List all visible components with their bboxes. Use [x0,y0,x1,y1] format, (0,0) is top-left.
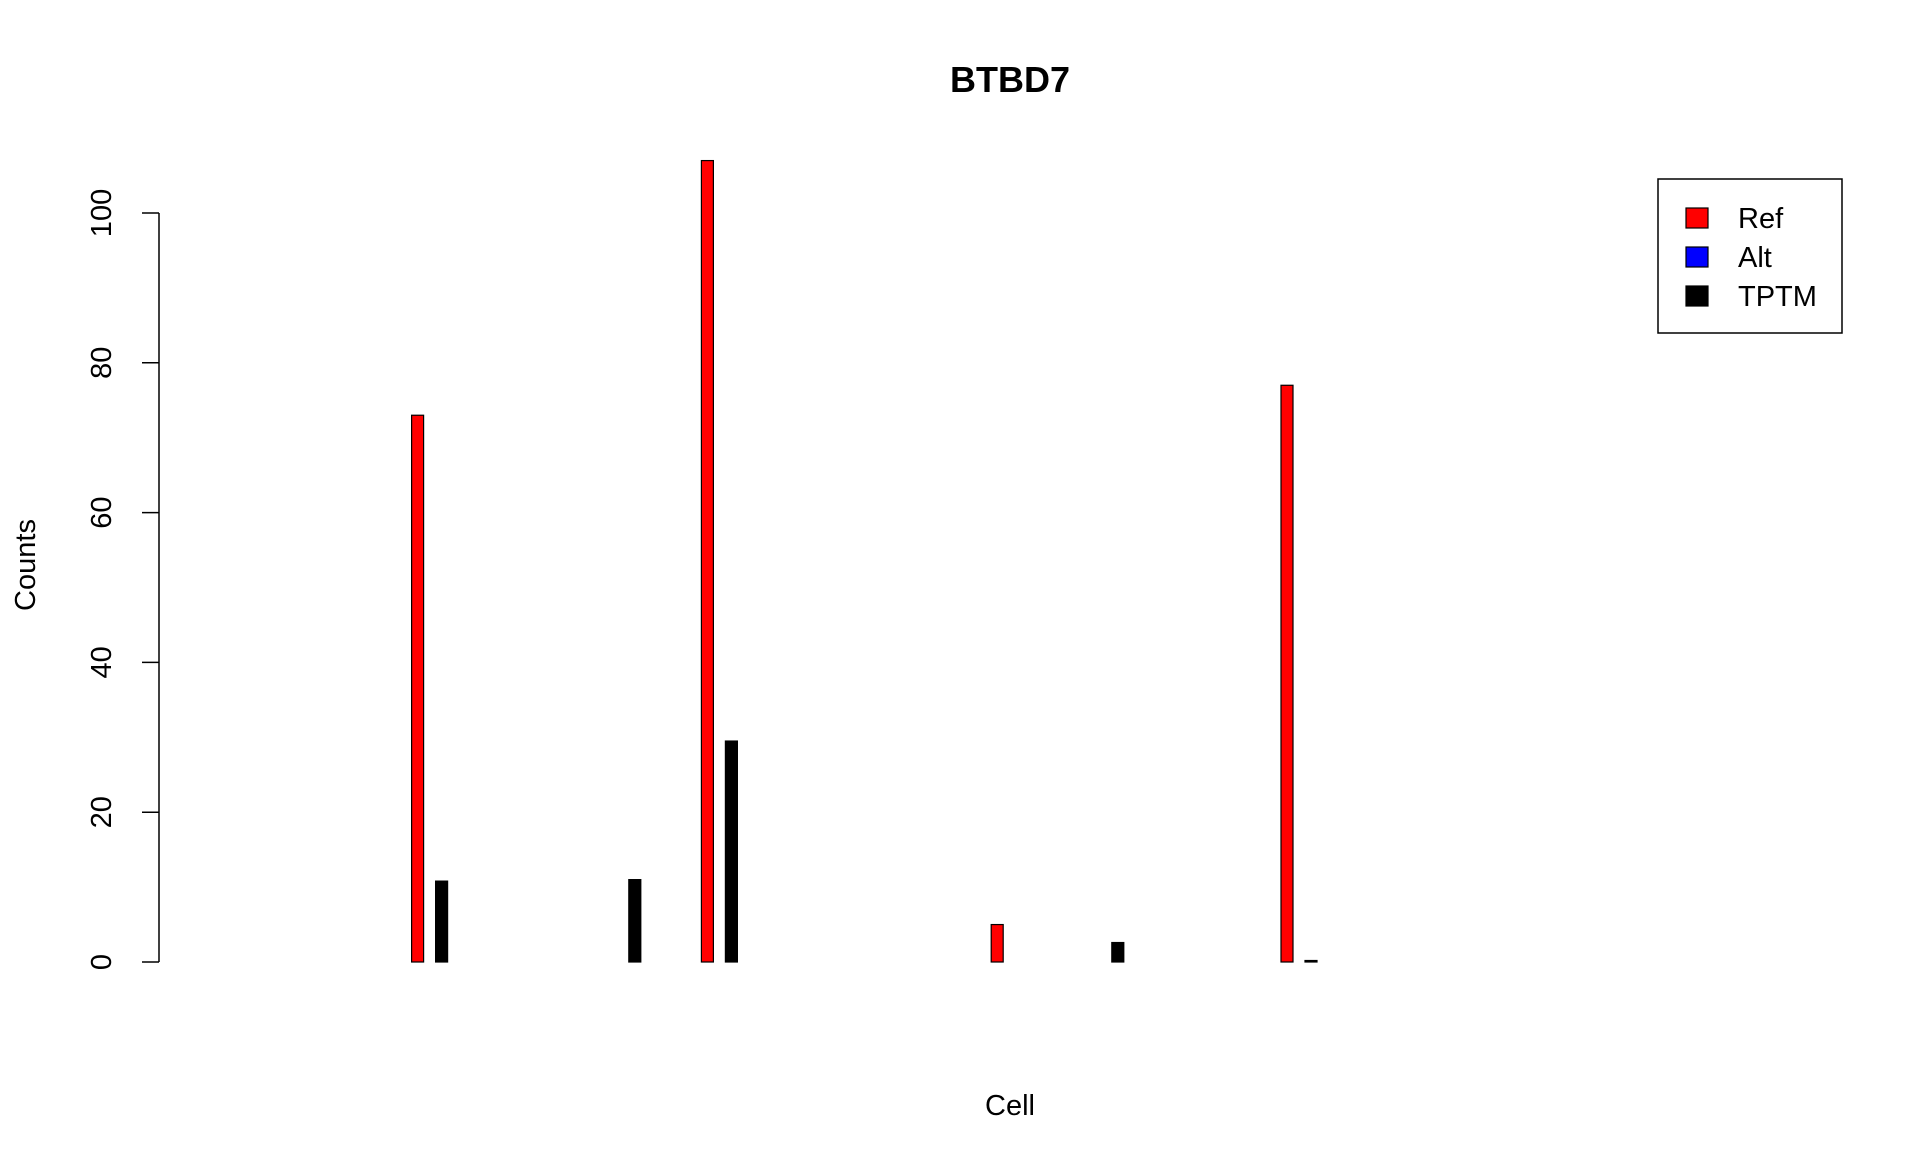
bar-tptm-1 [435,880,449,963]
legend-swatch-tptm [1685,285,1709,307]
legend-label-alt: Alt [1738,242,1772,274]
legend: Ref Alt TPTM [1657,178,1843,334]
bar-ref-1 [411,414,425,963]
legend-swatch-ref [1685,207,1709,229]
legend-label-tptm: TPTM [1738,281,1817,313]
bar-tptm-8 [1111,941,1125,963]
y-axis: 0 20 40 60 80 100 [86,189,160,970]
bar-ref-7 [990,923,1004,963]
x-axis-label: Cell [985,1090,1035,1122]
bar-group-3 [628,879,642,963]
y-axis-label: Counts [10,519,42,611]
legend-swatch-alt [1685,246,1709,268]
bar-group-7 [990,923,1004,963]
y-tick-label-4: 80 [86,347,118,379]
bar-ref-10 [1280,384,1294,963]
bar-tptm-10 [1304,959,1318,963]
legend-label-ref: Ref [1738,203,1784,235]
legend-box [1657,178,1843,334]
bar-tptm-3 [628,879,642,963]
bar-group-10 [1280,384,1318,963]
bar-tptm-4 [724,740,739,963]
y-tick-label-0: 0 [86,954,118,970]
y-tick-label-1: 20 [86,796,118,828]
y-tick-label-5: 100 [86,189,118,237]
bar-ref-4 [700,159,715,963]
chart-title: BTBD7 [950,59,1070,100]
bar-group-4 [700,159,739,963]
bar-group-1 [411,414,449,963]
bar-group-8 [1111,941,1125,963]
y-tick-label-3: 60 [86,496,118,528]
bars-group [411,159,1318,963]
y-tick-label-2: 40 [86,646,118,678]
